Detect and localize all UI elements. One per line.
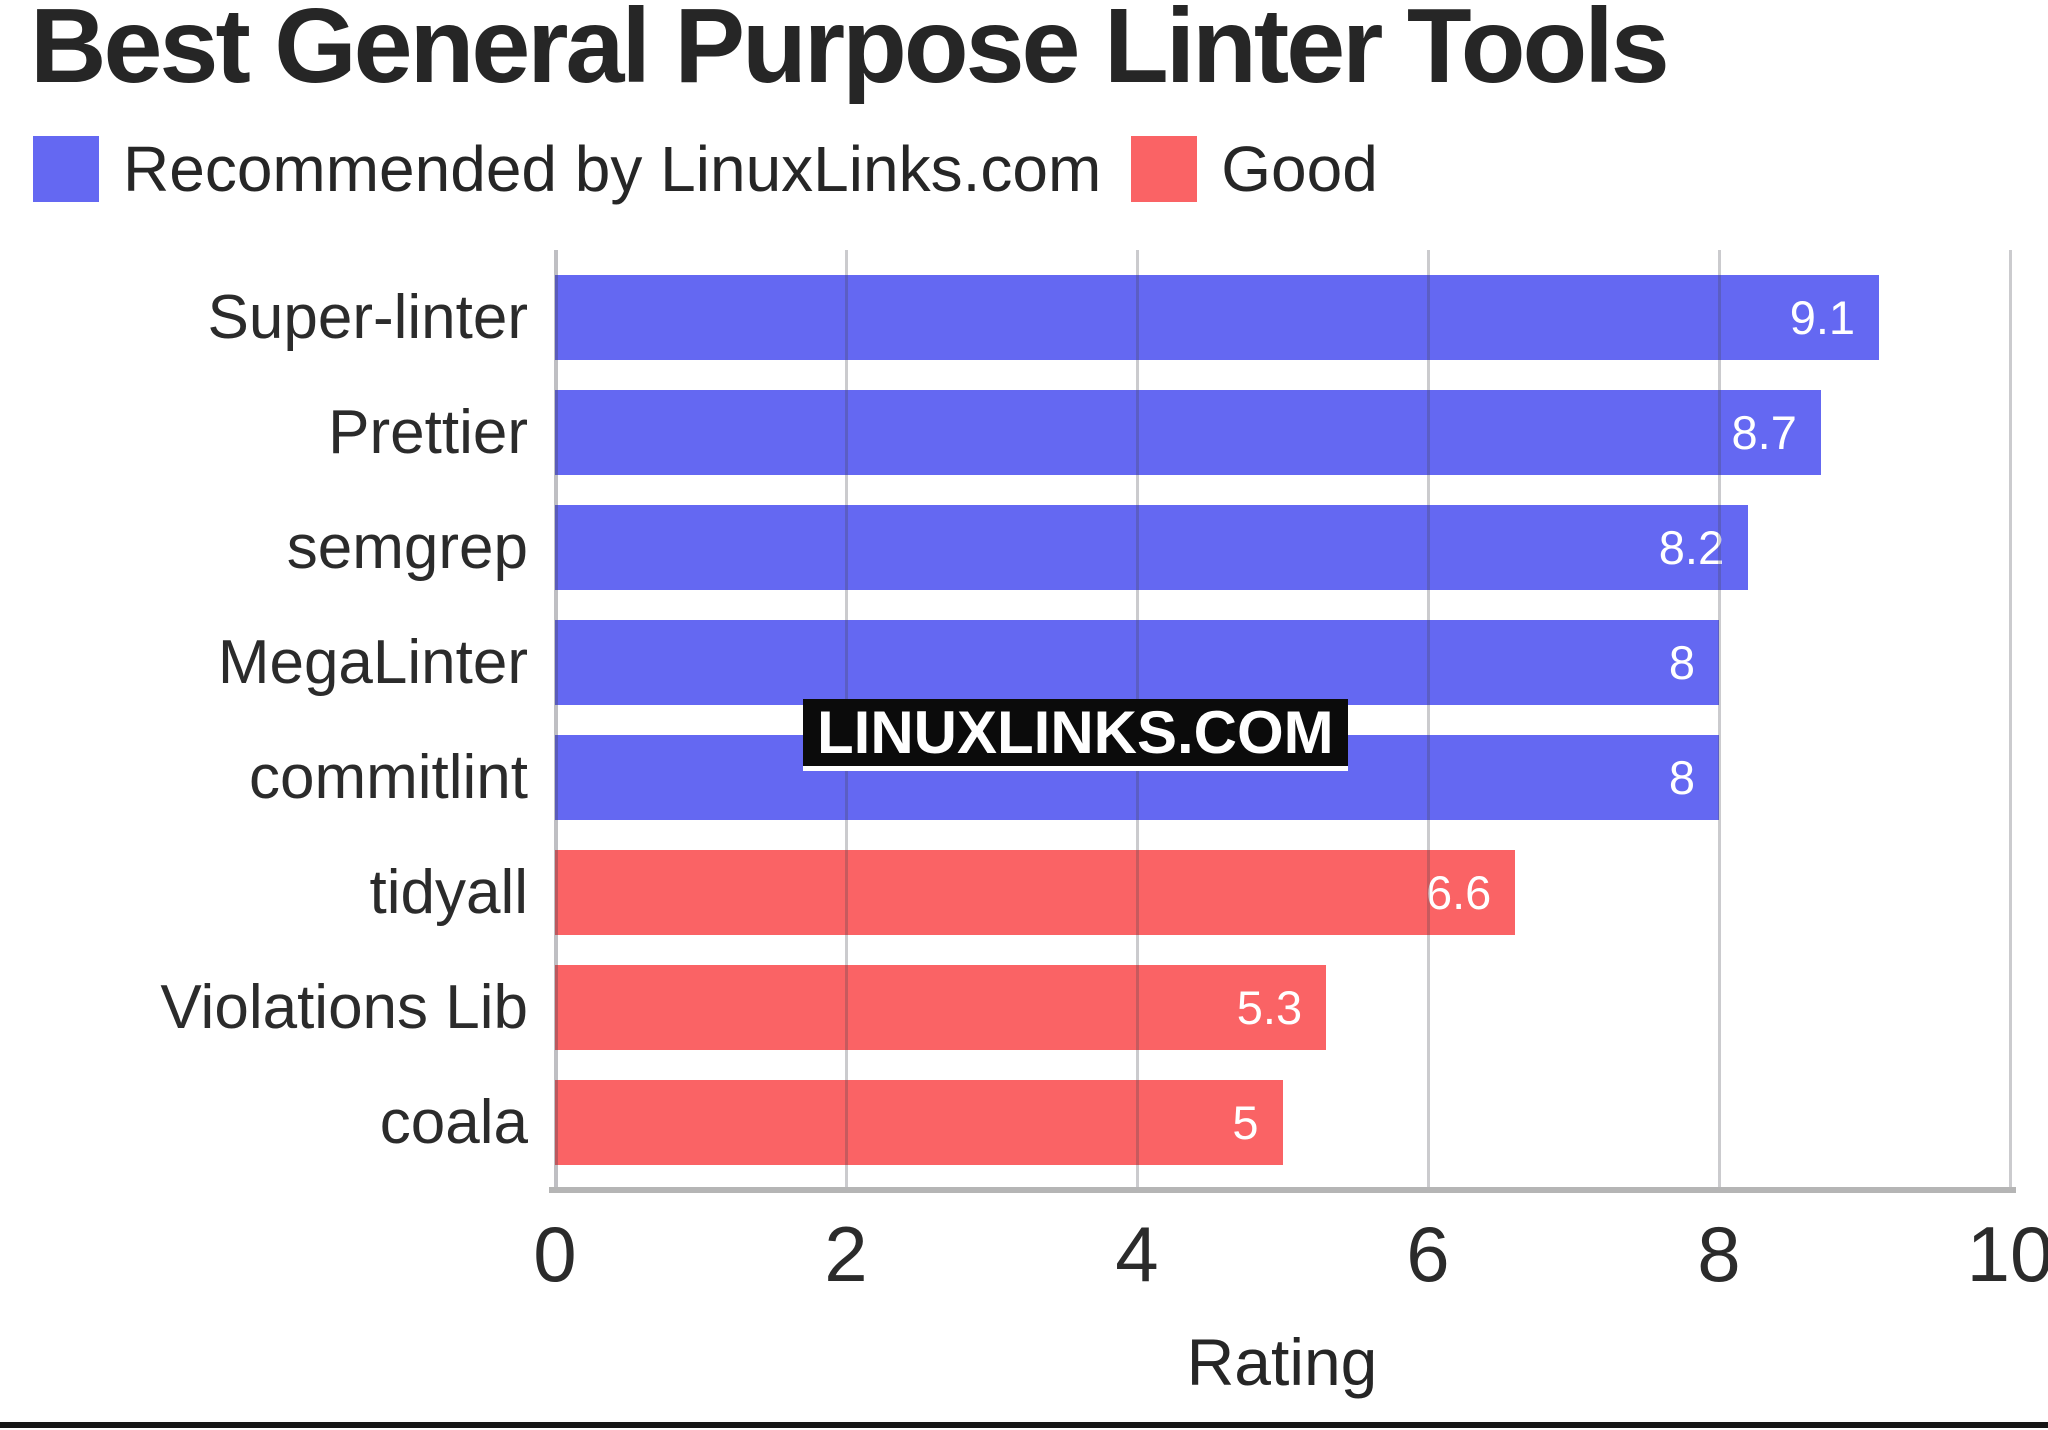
bar-violations-lib: 5.3 <box>555 965 1327 1050</box>
category-label-commitlint: commitlint <box>248 743 528 812</box>
category-label-prettier: Prettier <box>328 398 528 467</box>
bottom-border-line <box>0 1422 2048 1428</box>
category-label-megalinter: MegaLinter <box>217 628 528 697</box>
x-tick-label-8: 8 <box>1697 1210 1741 1298</box>
x-axis-line <box>549 1187 2016 1193</box>
chart-title: Best General Purpose Linter Tools <box>30 0 1670 105</box>
x-tick-label-10: 10 <box>1966 1210 2048 1298</box>
bar-value-label: 5 <box>1232 1096 1259 1149</box>
plot-area: 9.1 8.7 8.2 8 8 6.6 5.3 5 <box>553 250 2012 1188</box>
x-tick-label-4: 4 <box>1115 1210 1159 1298</box>
bar-prettier: 8.7 <box>555 390 1821 475</box>
legend-swatch-recommended-icon <box>33 136 99 202</box>
gridline-x-6 <box>1426 250 1430 1188</box>
legend-label-good: Good <box>1221 133 1378 205</box>
bar-super-linter: 9.1 <box>555 275 1880 360</box>
legend-label-recommended: Recommended by LinuxLinks.com <box>123 133 1102 205</box>
bar-value-label: 6.6 <box>1425 866 1492 919</box>
category-label-super-linter: Super-linter <box>207 283 528 352</box>
bar-megalinter: 8 <box>555 620 1719 705</box>
x-tick-label-0: 0 <box>533 1210 577 1298</box>
gridline-x-0 <box>553 250 558 1188</box>
legend-item-recommended: Recommended by LinuxLinks.com <box>33 136 1101 202</box>
watermark: LINUXLINKS.COM <box>803 699 1348 771</box>
category-label-violations-lib: Violations Lib <box>160 973 528 1042</box>
bar-semgrep: 8.2 <box>555 505 1749 590</box>
legend-swatch-good-icon <box>1131 136 1198 202</box>
bar-value-label: 5.3 <box>1236 981 1303 1034</box>
bar-coala: 5 <box>555 1080 1283 1165</box>
bar-value-label: 8.7 <box>1731 406 1797 459</box>
gridline-x-10 <box>2008 250 2012 1188</box>
gridline-x-8 <box>1717 250 1721 1188</box>
x-tick-label-2: 2 <box>824 1210 868 1298</box>
legend-item-good: Good <box>1131 136 1378 202</box>
x-axis-title: Rating <box>1186 1325 1378 1399</box>
legend: Recommended by LinuxLinks.com Good <box>33 136 1378 202</box>
x-tick-label-6: 6 <box>1406 1210 1450 1298</box>
category-label-coala: coala <box>379 1088 528 1157</box>
category-label-tidyall: tidyall <box>369 858 528 927</box>
bar-value-label: 9.1 <box>1789 291 1856 344</box>
category-label-semgrep: semgrep <box>286 513 528 582</box>
bar-tidyall: 6.6 <box>555 850 1516 935</box>
bar-value-label: 8.2 <box>1658 521 1725 574</box>
bar-value-label: 8 <box>1668 636 1695 689</box>
bar-value-label: 8 <box>1668 751 1695 804</box>
